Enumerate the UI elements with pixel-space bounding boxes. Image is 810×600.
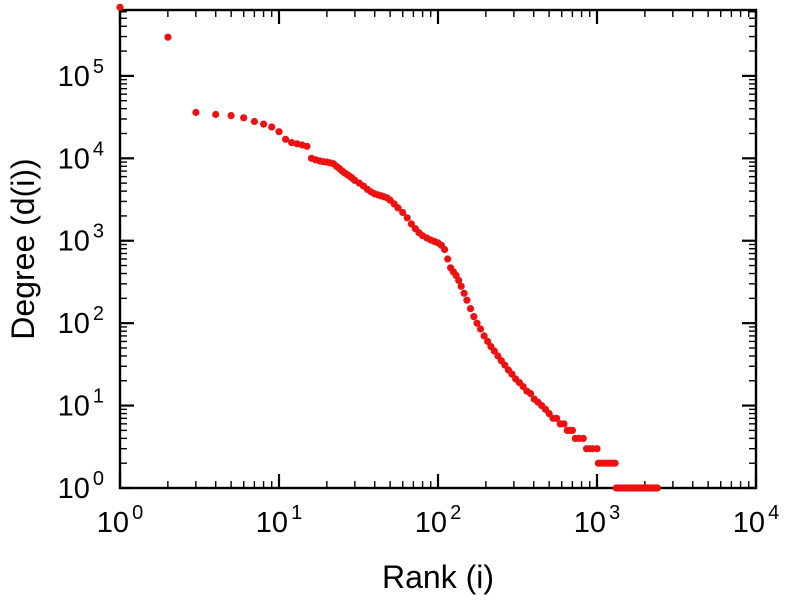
y-tick-label: 10 1 (58, 386, 104, 423)
plot-generated-layer: 10 0 10 1 10 2 10 3 10 4 10 0 10 1 10 2 10 3 10 4 10 5 (58, 3, 779, 539)
x-tick-label: 10 3 (574, 502, 620, 539)
data-point (275, 128, 283, 136)
data-point (463, 296, 471, 304)
data-point (116, 3, 124, 11)
data-point (490, 347, 498, 355)
data-point (560, 420, 568, 428)
data-point (553, 414, 561, 422)
x-tick-label: 10 1 (256, 502, 302, 539)
data-point (593, 445, 601, 453)
data-point (444, 255, 452, 263)
y-tick-label: 10 2 (58, 303, 104, 340)
data-point (240, 114, 248, 122)
data-point (250, 117, 258, 126)
data-point (303, 142, 311, 150)
data-point (484, 337, 492, 345)
data-point (288, 139, 296, 147)
x-tick-label: 10 4 (733, 502, 779, 539)
data-point (579, 434, 587, 442)
data-point (268, 123, 276, 131)
data-point (260, 120, 268, 128)
data-point (473, 319, 481, 327)
plot-frame (118, 8, 758, 490)
y-tick-label: 10 5 (58, 56, 104, 93)
data-point (455, 276, 463, 284)
data-point (394, 204, 402, 212)
data-point (653, 484, 662, 492)
x-axis-label: Rank (i) (382, 559, 494, 595)
data-point (460, 289, 468, 297)
y-tick-label: 10 3 (58, 221, 104, 258)
data-point (611, 459, 619, 467)
data-point (399, 208, 407, 217)
data-point (407, 220, 415, 228)
data-point (212, 110, 220, 119)
data-point (164, 33, 172, 41)
data-point (227, 112, 235, 120)
data-point (466, 305, 475, 313)
y-axis-label: Degree (d(i)) (5, 158, 41, 339)
x-tick-label: 10 0 (97, 502, 143, 539)
data-point (526, 389, 535, 398)
y-tick-label: 10 4 (58, 138, 104, 175)
data-point (457, 282, 465, 290)
data-point (403, 214, 411, 222)
data-point (470, 313, 478, 321)
y-tick-label: 10 0 (58, 468, 104, 505)
x-tick-label: 10 2 (415, 502, 461, 539)
data-point (476, 325, 485, 333)
data-point (441, 246, 449, 254)
data-point (480, 332, 488, 340)
data-point (282, 135, 290, 143)
data-point (192, 108, 200, 117)
data-point (568, 426, 577, 434)
